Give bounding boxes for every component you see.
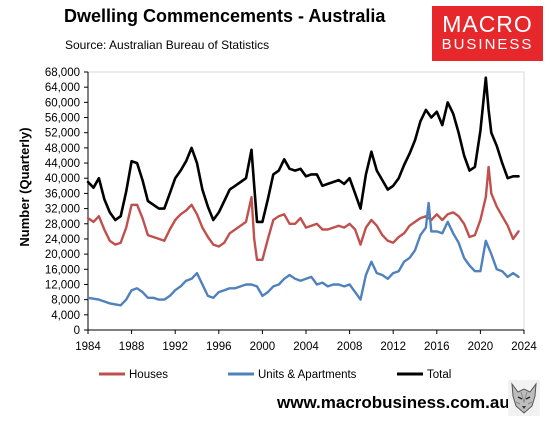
x-tick-label: 2020 [468,341,494,353]
website-url: www.macrobusiness.com.au [277,393,510,412]
y-tick-label: 4,000 [51,310,80,322]
y-tick-label: 36,000 [45,188,80,200]
y-tick-label: 20,000 [45,249,80,261]
x-tick-label: 1984 [75,341,101,353]
x-tick-label: 1988 [119,341,145,353]
logo-line-1: MACRO [442,11,533,37]
x-tick-label: 2024 [511,341,537,353]
page-title: Dwelling Commencements - Australia [64,6,386,26]
legend-label-total: Total [427,369,451,381]
x-tick-label: 1992 [162,341,188,353]
x-tick-label: 2012 [380,341,406,353]
y-tick-label: 16,000 [45,264,80,276]
x-axis: 1984 1988 1992 1996 2000 2004 2008 2012 2016 2020… [75,329,537,353]
series-line-total [86,76,520,224]
logo-line-2: BUSINESS [441,36,534,53]
y-tick-label: 56,000 [45,113,80,125]
y-tick-label: 8,000 [51,295,80,307]
y-tick-label: 44,000 [45,158,80,170]
source-note: Source: Australian Bureau of Statistics [65,38,270,52]
y-tick-label: 40,000 [45,173,80,185]
y-tick-label: 24,000 [45,234,80,246]
y-tick-label: 28,000 [45,219,80,231]
y-tick-label: 52,000 [45,128,80,140]
y-tick-label: 32,000 [45,204,80,216]
legend-label-houses: Houses [129,369,168,381]
y-tick-label: 0 [74,325,80,337]
series-line-houses [86,165,520,261]
y-tick-label: 68,000 [45,67,80,79]
legend: Houses Units & Apartments Total [99,369,451,381]
y-tick-label: 48,000 [45,143,80,155]
x-tick-label: 2004 [293,341,319,353]
y-axis-label: Number (Quarterly) [17,127,32,246]
y-tick-label: 12,000 [45,279,80,291]
y-tick-label: 64,000 [45,82,80,94]
macrobusiness-logo: MACRO BUSINESS [432,6,543,61]
x-tick-label: 2000 [250,341,276,353]
x-tick-label: 2016 [424,341,450,353]
y-axis: 0 4,000 8,000 12,000 16,000 20,000 24,000 28,00… [45,67,525,337]
legend-label-units-apartments: Units & Apartments [258,369,357,381]
series-line-units-apartments [86,201,520,307]
x-tick-label: 2008 [337,341,363,353]
plot-frame [87,71,525,331]
y-tick-label: 60,000 [45,97,80,109]
x-tick-label: 1996 [206,341,232,353]
series-layer [86,76,520,307]
wolf-icon [508,380,540,416]
